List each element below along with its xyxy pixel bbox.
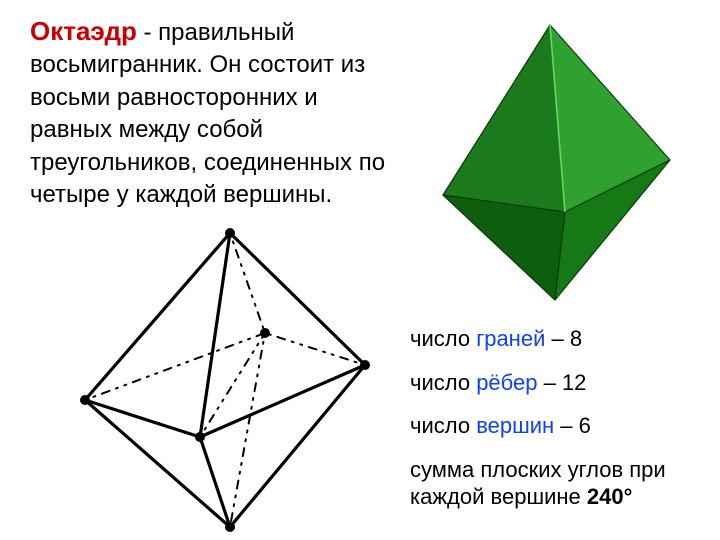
title: Октаэдр: [30, 16, 137, 46]
fact-highlight: вершин: [476, 413, 554, 438]
green-octahedron: [395, 10, 695, 310]
fact-value: – 6: [554, 413, 591, 438]
fact-label: число: [410, 370, 476, 395]
fact-angle-sum: сумма плоских углов при каждой вершине 2…: [410, 456, 700, 511]
intro-body: - правильный восьмигранник. Он состоит и…: [30, 19, 385, 208]
fact-label: число: [410, 326, 476, 351]
facts-list: число граней – 8 число рёбер – 12 число …: [410, 315, 700, 527]
fact-value: 240°: [587, 484, 633, 509]
fact-highlight: рёбер: [476, 370, 537, 395]
fact-value: – 12: [537, 370, 586, 395]
fact-highlight: граней: [476, 326, 545, 351]
fact-label: число: [410, 413, 476, 438]
page: Октаэдр - правильный восьмигранник. Он с…: [0, 0, 720, 540]
fact-vertices: число вершин – 6: [410, 412, 700, 440]
fact-value: – 8: [545, 326, 582, 351]
wire-octahedron: [65, 225, 385, 535]
intro-text: Октаэдр - правильный восьмигранник. Он с…: [30, 14, 390, 211]
fact-edges: число рёбер – 12: [410, 369, 700, 397]
fact-faces: число граней – 8: [410, 325, 700, 353]
